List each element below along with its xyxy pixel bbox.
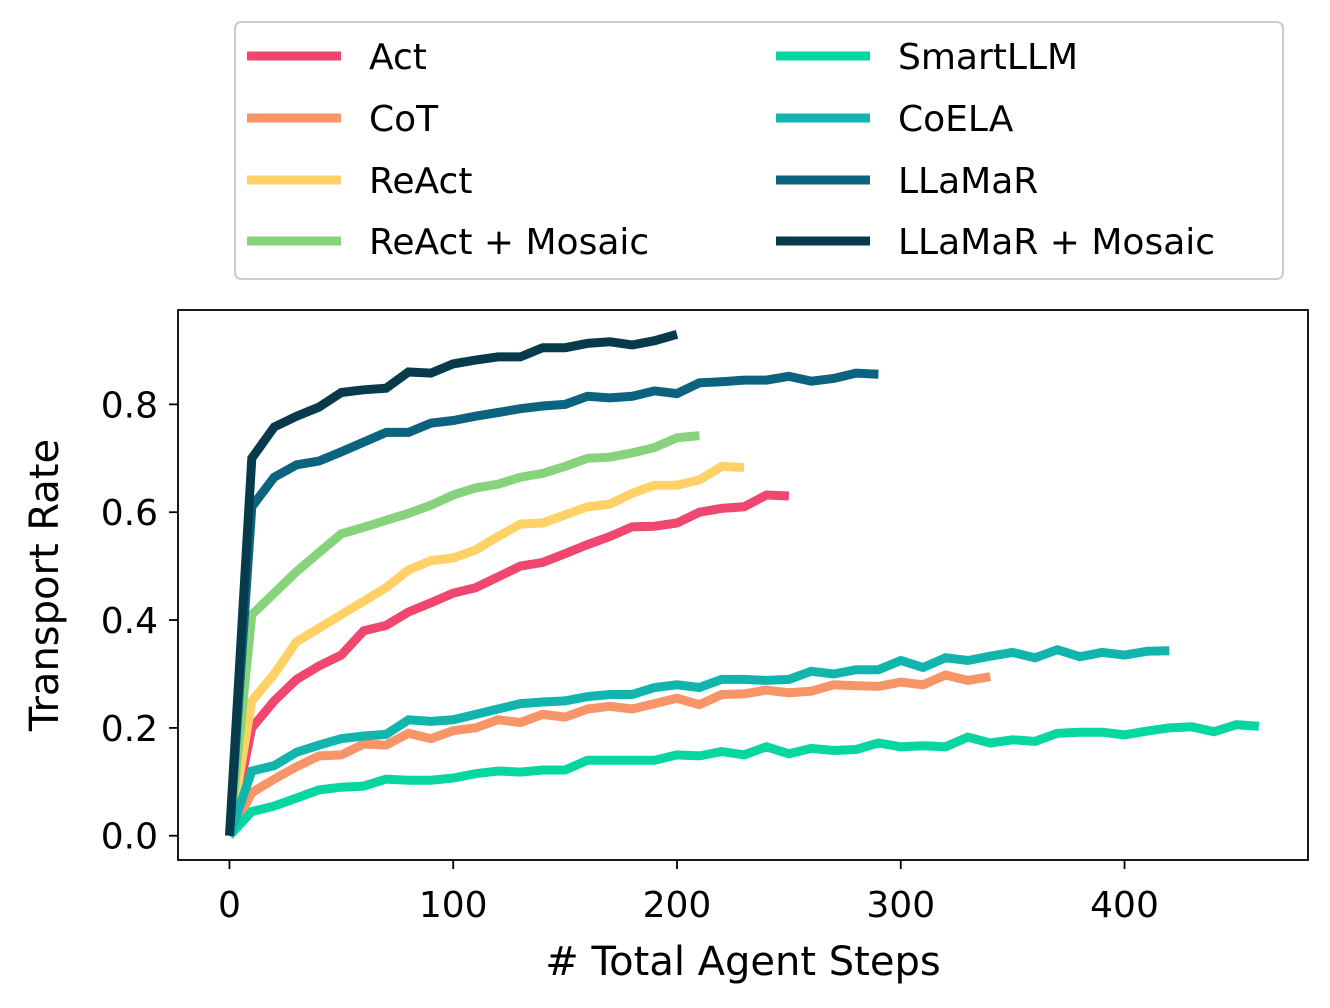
plot-area-frame [177, 309, 1309, 861]
x-tick-label: 300 [866, 885, 935, 926]
legend-label-smartllm: SmartLLM [898, 37, 1078, 78]
y-tick-label: 0.6 [101, 493, 158, 534]
series-line-react-mosaic [225, 431, 700, 837]
legend-label-cot: CoT [369, 99, 439, 140]
legend-label-react-mosaic: ReAct + Mosaic [369, 222, 649, 263]
y-tick-label: 0.2 [101, 709, 158, 750]
y-axis: 0.0 0.2 0.4 0.6 0.8 [101, 385, 178, 858]
legend-label-coela: CoELA [898, 99, 1014, 140]
legend-label-llamar-mosaic: LLaMaR + Mosaic [898, 222, 1215, 263]
legend-label-act: Act [369, 37, 427, 78]
series-line-smartllm [226, 720, 1260, 839]
series-line-coela [225, 644, 1170, 838]
y-tick-label: 0.8 [101, 385, 158, 426]
y-tick-label: 0.0 [101, 817, 158, 858]
y-tick-label: 0.4 [101, 601, 158, 642]
x-tick-label: 200 [643, 885, 712, 926]
legend: Act CoT ReAct ReAct + Mosaic SmartLLM CoELA LL… [234, 21, 1284, 280]
series-line-cot [225, 670, 992, 838]
x-tick-label: 100 [419, 885, 488, 926]
legend-frame [234, 21, 1284, 280]
legend-label-llamar: LLaMaR [898, 161, 1038, 202]
legend-label-react: ReAct [369, 161, 472, 202]
series-line-llamar-mosaic [225, 329, 679, 836]
series-line-act [225, 490, 790, 837]
x-tick-label: 0 [218, 885, 241, 926]
y-axis-label: Transport Rate [22, 439, 68, 732]
series-layer [225, 329, 1260, 839]
x-tick-label: 400 [1090, 885, 1159, 926]
x-axis-label: # Total Agent Steps [545, 939, 940, 985]
x-axis: 0 100 200 300 400 [218, 860, 1159, 926]
series-line-react [225, 461, 745, 837]
series-line-llamar [225, 368, 879, 837]
